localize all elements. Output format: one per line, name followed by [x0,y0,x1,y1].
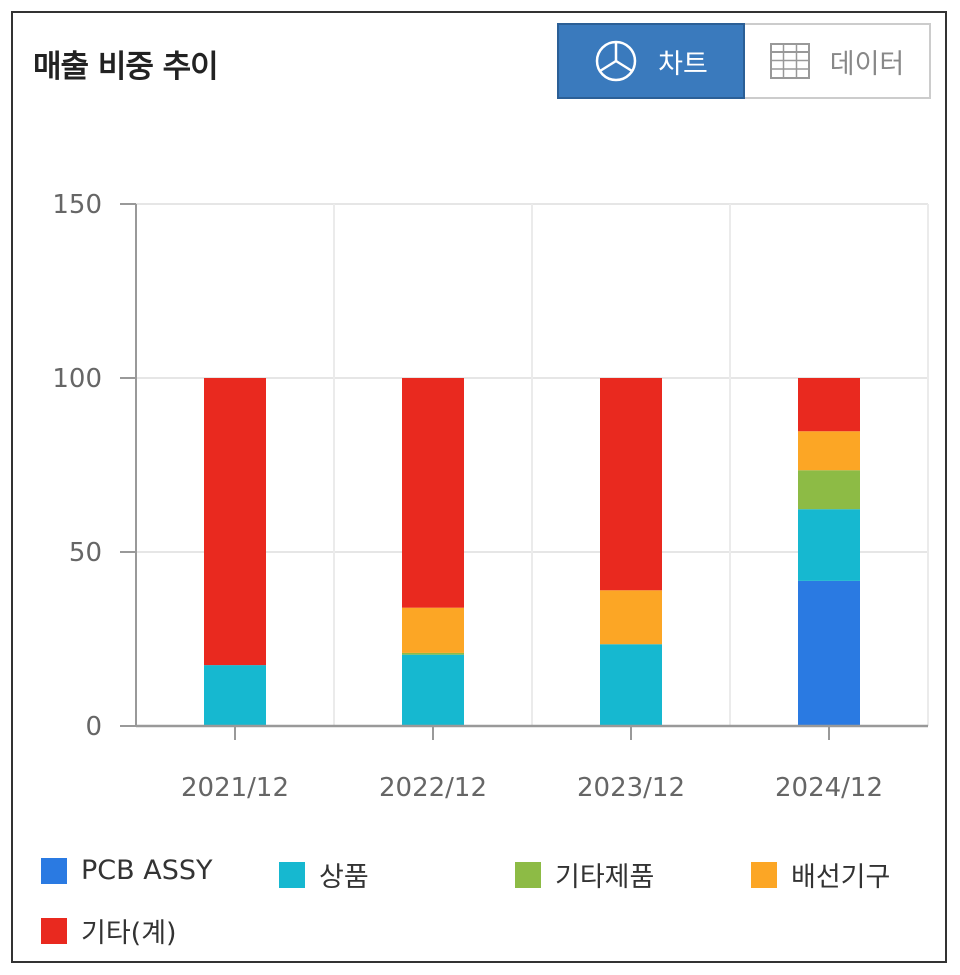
y-tick-label-0: 0 [85,712,102,742]
bar-2024-12-series-2 [798,470,860,510]
legend-item-0[interactable]: PCB ASSY [41,855,212,886]
bar-2024-12-series-0 [798,580,860,726]
legend-label-0: PCB ASSY [81,855,213,886]
bar-2023-12-series-3 [600,590,662,645]
data-view-label: 데이터 [829,48,905,80]
legend-swatch-4 [41,917,67,944]
chart-view-label: 차트 [658,48,708,80]
x-tick-label-2: 2023/12 [577,773,685,803]
chart-view-button[interactable]: 차트 [557,23,745,99]
legend-swatch-1 [279,861,305,888]
data-view-button[interactable]: 데이터 [745,23,931,99]
y-tick-label-1: 50 [69,538,102,568]
stacked-bar-chart: 0 50 100 150 2021/12 2022/12 2023/12 2024/12 [52,190,929,803]
bar-2024-12-series-1 [798,509,860,581]
view-toggle: 차트 데이터 [557,23,931,99]
bar-2023-12-series-1 [600,644,662,726]
legend-swatch-0 [41,857,67,884]
table-grid-icon [769,43,810,79]
bar-2024-12-series-3 [798,431,860,471]
x-tick-label-0: 2021/12 [181,773,289,803]
bar-2021-12-series-1 [204,665,266,726]
legend-label-3: 배선기구 [791,862,891,893]
y-tick-label-2: 100 [52,364,102,394]
x-tick-label-3: 2024/12 [775,773,883,803]
bar-2022-12-series-3 [402,607,464,653]
legend-item-4[interactable]: 기타(계) [41,911,177,950]
legend-label-4: 기타(계) [81,918,177,949]
legend-label-1: 상품 [319,862,369,893]
y-tick-label-3: 150 [52,190,102,220]
legend-item-1[interactable]: 상품 [279,855,369,894]
x-tick-label-1: 2022/12 [379,773,487,803]
legend-swatch-3 [751,861,777,888]
legend-swatch-2 [515,861,541,888]
bar-2024-12-series-4 [798,378,860,432]
bar-2021-12-series-4 [204,378,266,666]
bar-2022-12-series-2 [402,652,464,655]
bar-2022-12-series-4 [402,378,464,608]
legend-item-2[interactable]: 기타제품 [515,855,654,894]
chart-panel: 매출 비중 추이 차트 [11,11,947,963]
bar-2023-12-series-4 [600,378,662,591]
legend-label-2: 기타제품 [555,862,655,893]
pie-chart-icon [594,39,638,83]
chart-title: 매출 비중 추이 [33,49,219,85]
legend-item-3[interactable]: 배선기구 [751,855,890,894]
bar-2022-12-series-1 [402,654,464,726]
